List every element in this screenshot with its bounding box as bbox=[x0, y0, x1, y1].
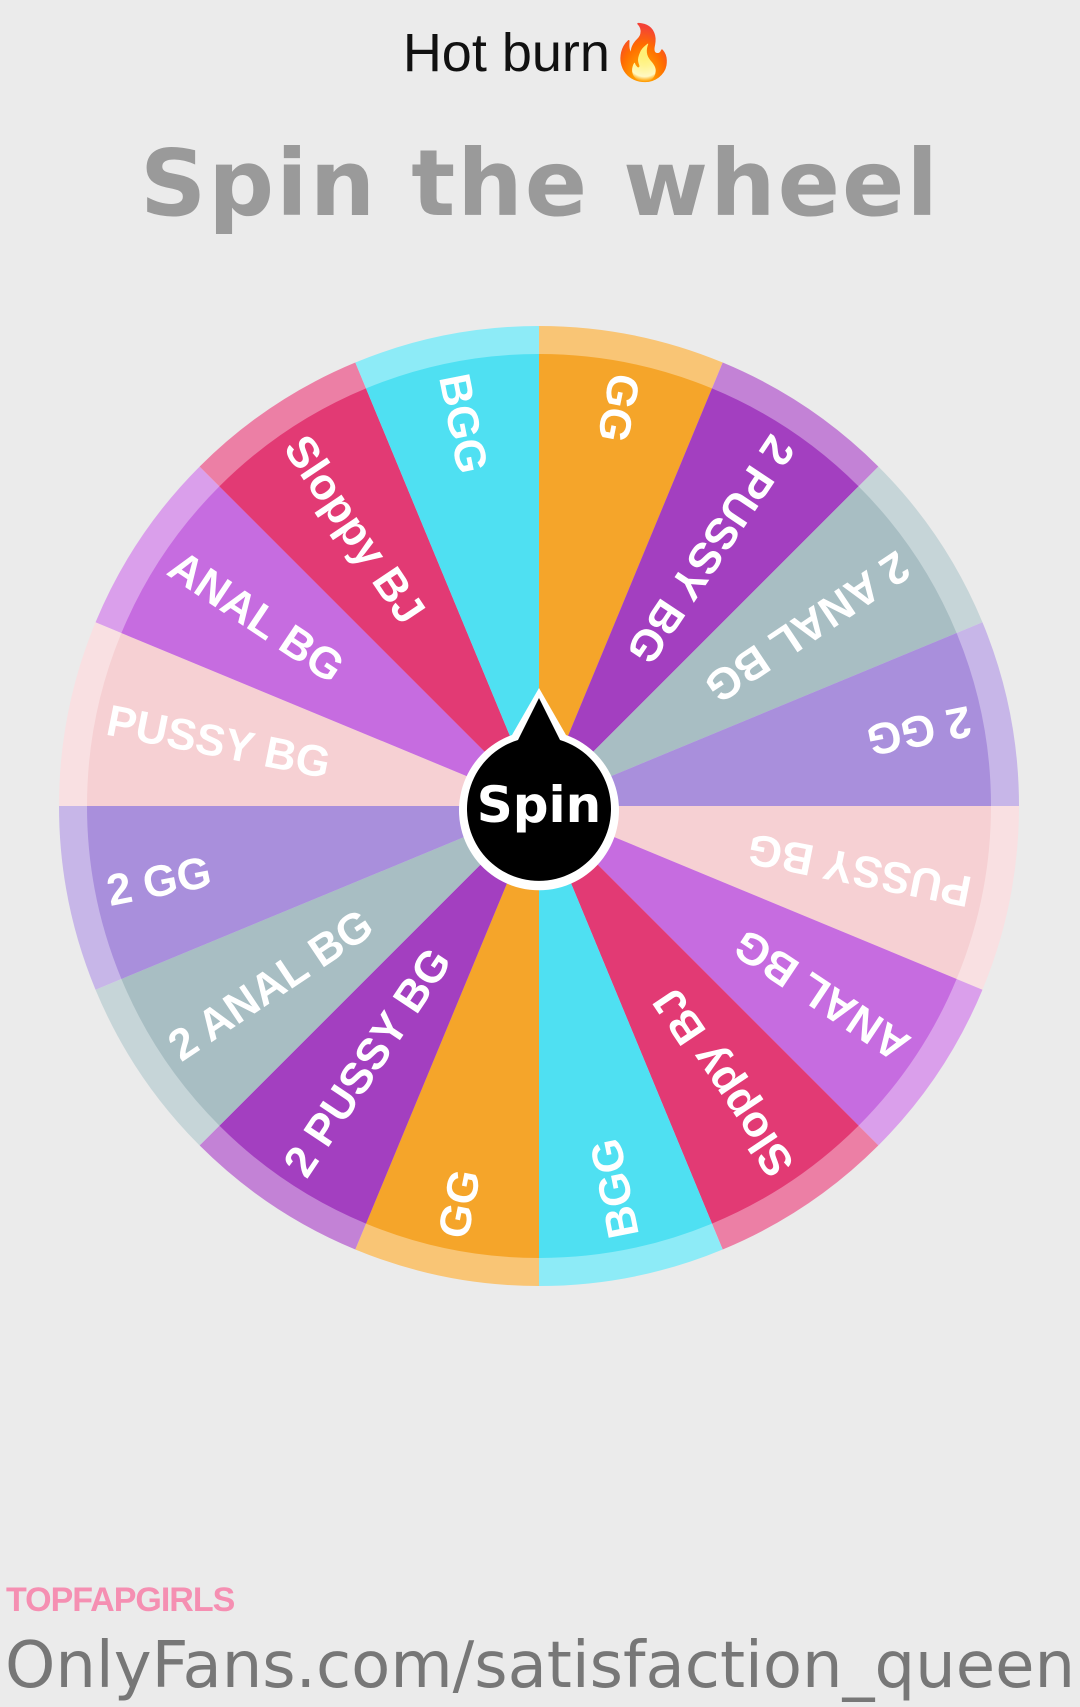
wheel-segment: 2 ANAL BG bbox=[95, 806, 540, 1146]
spin-label: Spin bbox=[477, 776, 602, 834]
segment-fill bbox=[121, 806, 540, 1126]
segment-fill bbox=[539, 806, 991, 979]
segment-fill bbox=[539, 354, 712, 806]
wheel-segment: BGG bbox=[355, 326, 539, 806]
wheel-segment: 2 PUSSY BG bbox=[199, 806, 539, 1250]
segment-fill bbox=[366, 806, 539, 1258]
pointer-icon bbox=[466, 698, 611, 881]
title-text: Hot burn bbox=[402, 23, 610, 83]
wheel-segment: 2 GG bbox=[59, 806, 539, 990]
footer-link: OnlyFans.com/satisfaction_queen bbox=[4, 1629, 1076, 1703]
wheel-segment: 2 PUSSY BG bbox=[539, 362, 879, 806]
segment-fill bbox=[539, 806, 957, 1126]
watermark: TOPFAPGIRLS bbox=[6, 1581, 235, 1619]
segment-fill bbox=[539, 806, 859, 1224]
wheel-segment: GG bbox=[539, 326, 723, 806]
wheel-segment: PUSSY BG bbox=[59, 622, 539, 806]
segment-fill bbox=[87, 633, 539, 806]
segment-fill bbox=[539, 806, 712, 1258]
wheel-segment: PUSSY BG bbox=[539, 806, 1019, 990]
spin-button[interactable]: Spin bbox=[459, 688, 620, 891]
segment-fill bbox=[121, 486, 540, 806]
segment-fill bbox=[539, 633, 991, 806]
wheel-segment: GG bbox=[355, 806, 539, 1286]
segment-fill bbox=[539, 486, 957, 806]
page-heading: Spin the wheel bbox=[140, 130, 940, 237]
segment-fill bbox=[219, 806, 539, 1224]
post-title: Hot burn🔥 bbox=[0, 22, 1080, 85]
segment-fill bbox=[219, 388, 539, 806]
segment-fill bbox=[366, 354, 539, 806]
wheel-segment: 2 GG bbox=[539, 622, 1019, 806]
fire-icon: 🔥 bbox=[609, 23, 678, 83]
segment-fill bbox=[87, 806, 539, 979]
segment-fill bbox=[539, 388, 859, 806]
wheel-segment: BGG bbox=[539, 806, 723, 1286]
